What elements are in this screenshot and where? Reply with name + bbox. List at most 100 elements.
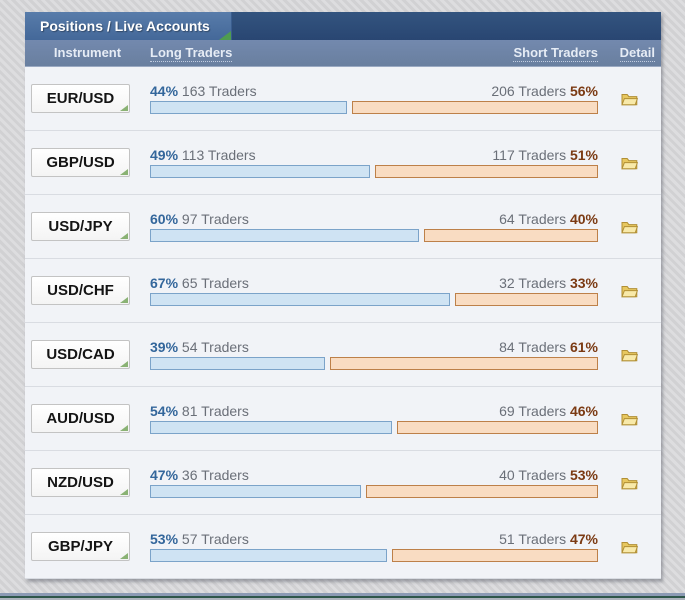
instrument-button[interactable]: NZD/USD	[31, 468, 130, 497]
corner-triangle-icon	[120, 361, 128, 367]
table-row: NZD/USD 47% 36 Traders 40 Traders 53%	[25, 451, 661, 515]
detail-cell	[598, 259, 661, 322]
long-bar	[150, 485, 361, 498]
folder-icon	[621, 285, 639, 297]
traders-cell: 60% 97 Traders 64 Traders 40%	[150, 195, 598, 258]
instrument-button[interactable]: USD/CAD	[31, 340, 130, 369]
table-row: GBP/JPY 53% 57 Traders 51 Traders 47%	[25, 515, 661, 579]
short-percent: 46%	[569, 403, 598, 419]
short-count: 51 Traders	[499, 531, 567, 547]
table-row: USD/JPY 60% 97 Traders 64 Traders 40%	[25, 195, 661, 259]
short-bar	[329, 357, 598, 370]
detail-folder-button[interactable]	[619, 218, 640, 236]
long-bar	[150, 229, 419, 242]
short-count: 117 Traders	[492, 147, 567, 163]
column-header-short-traders[interactable]: Short Traders	[513, 44, 598, 62]
stats-line: 53% 57 Traders 51 Traders 47%	[150, 531, 598, 548]
instrument-button[interactable]: USD/JPY	[31, 212, 130, 241]
table-row: AUD/USD 54% 81 Traders 69 Traders 46%	[25, 387, 661, 451]
instrument-button[interactable]: AUD/USD	[31, 404, 130, 433]
long-stats: 49% 113 Traders	[150, 147, 256, 164]
long-stats: 54% 81 Traders	[150, 403, 249, 420]
long-count: 163 Traders	[181, 83, 257, 99]
column-header-long-traders[interactable]: Long Traders	[150, 44, 233, 62]
corner-triangle-icon	[219, 31, 231, 40]
instrument-cell: USD/CHF	[25, 259, 150, 322]
folder-icon	[621, 157, 639, 169]
title-bar: Positions / Live Accounts	[25, 12, 661, 40]
instrument-label: AUD/USD	[46, 410, 115, 427]
long-stats: 67% 65 Traders	[150, 275, 249, 292]
instrument-label: GBP/USD	[46, 154, 115, 171]
long-count: 113 Traders	[181, 147, 256, 163]
instrument-button[interactable]: GBP/USD	[31, 148, 130, 177]
stats-line: 39% 54 Traders 84 Traders 61%	[150, 339, 598, 356]
table-row: USD/CHF 67% 65 Traders 32 Traders 33%	[25, 259, 661, 323]
short-stats: 51 Traders 47%	[499, 531, 598, 548]
instrument-button[interactable]: EUR/USD	[31, 84, 130, 113]
stats-line: 67% 65 Traders 32 Traders 33%	[150, 275, 598, 292]
detail-cell	[598, 131, 661, 194]
short-count: 69 Traders	[499, 403, 567, 419]
corner-triangle-icon	[120, 169, 128, 175]
column-header-detail[interactable]: Detail	[619, 45, 655, 62]
short-stats: 117 Traders 51%	[492, 147, 598, 164]
tab-positions-live-accounts[interactable]: Positions / Live Accounts	[25, 12, 232, 40]
corner-triangle-icon	[120, 489, 128, 495]
stats-line: 47% 36 Traders 40 Traders 53%	[150, 467, 598, 484]
ratio-bar	[150, 165, 598, 178]
long-stats: 44% 163 Traders	[150, 83, 257, 100]
detail-folder-button[interactable]	[619, 282, 640, 300]
ratio-bar	[150, 421, 598, 434]
corner-triangle-icon	[120, 233, 128, 239]
instrument-button[interactable]: GBP/JPY	[31, 532, 130, 561]
stats-line: 54% 81 Traders 69 Traders 46%	[150, 403, 598, 420]
ratio-bar	[150, 357, 598, 370]
traders-cell: 47% 36 Traders 40 Traders 53%	[150, 451, 598, 514]
short-count: 84 Traders	[499, 339, 567, 355]
detail-folder-button[interactable]	[619, 474, 640, 492]
short-stats: 84 Traders 61%	[499, 339, 598, 356]
short-count: 64 Traders	[499, 211, 567, 227]
instrument-cell: GBP/JPY	[25, 515, 150, 578]
instrument-cell: USD/JPY	[25, 195, 150, 258]
short-percent: 56%	[569, 83, 598, 99]
instrument-cell: AUD/USD	[25, 387, 150, 450]
detail-cell	[598, 451, 661, 514]
long-percent: 49%	[150, 147, 179, 163]
long-percent: 39%	[150, 339, 179, 355]
detail-folder-button[interactable]	[619, 154, 640, 172]
table-row: USD/CAD 39% 54 Traders 84 Traders 61%	[25, 323, 661, 387]
ratio-bar	[150, 485, 598, 498]
long-stats: 53% 57 Traders	[150, 531, 249, 548]
corner-triangle-icon	[120, 297, 128, 303]
detail-cell	[598, 387, 661, 450]
short-bar	[423, 229, 598, 242]
long-stats: 60% 97 Traders	[150, 211, 249, 228]
detail-folder-button[interactable]	[619, 90, 640, 108]
corner-triangle-icon	[120, 105, 128, 111]
ratio-bar	[150, 549, 598, 562]
detail-folder-button[interactable]	[619, 538, 640, 556]
short-bar	[455, 293, 598, 306]
short-stats: 69 Traders 46%	[499, 403, 598, 420]
long-bar	[150, 421, 392, 434]
corner-triangle-icon	[120, 425, 128, 431]
detail-folder-button[interactable]	[619, 410, 640, 428]
traders-cell: 44% 163 Traders 206 Traders 56%	[150, 67, 598, 130]
folder-icon	[621, 93, 639, 105]
traders-cell: 67% 65 Traders 32 Traders 33%	[150, 259, 598, 322]
table-row: GBP/USD 49% 113 Traders 117 Traders 51%	[25, 131, 661, 195]
column-header-instrument: Instrument	[53, 45, 122, 60]
short-bar	[396, 421, 598, 434]
short-percent: 61%	[569, 339, 598, 355]
long-count: 65 Traders	[181, 275, 249, 291]
instrument-label: NZD/USD	[47, 474, 114, 491]
long-percent: 44%	[150, 83, 179, 99]
detail-cell	[598, 515, 661, 578]
long-bar	[150, 101, 348, 114]
detail-folder-button[interactable]	[619, 346, 640, 364]
long-percent: 67%	[150, 275, 179, 291]
long-count: 81 Traders	[181, 403, 249, 419]
instrument-button[interactable]: USD/CHF	[31, 276, 130, 305]
